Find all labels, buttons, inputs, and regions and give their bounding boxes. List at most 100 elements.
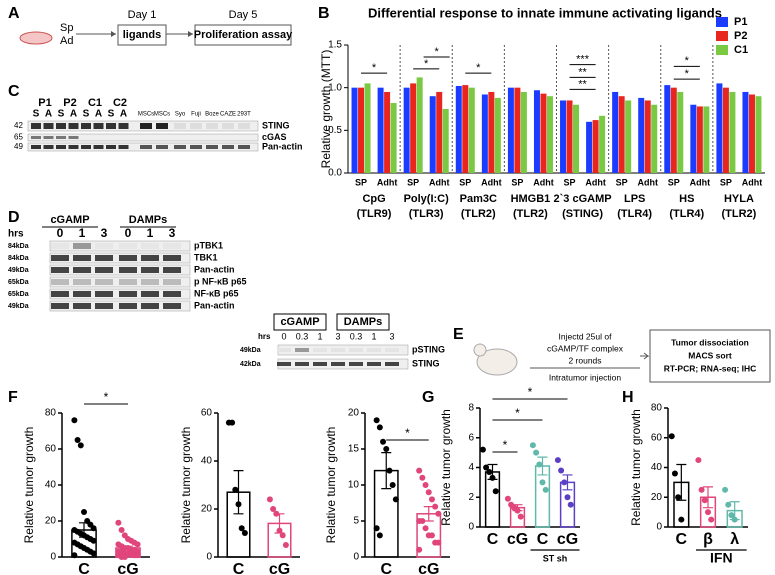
- y-tick-label: 40: [201, 456, 213, 467]
- lane-label: Syo: [175, 112, 186, 118]
- x-tick-label: β: [703, 531, 713, 548]
- significance-label: *: [372, 62, 377, 74]
- panel-letter: C: [8, 83, 20, 100]
- x-tick-label: cG: [557, 531, 578, 548]
- step-box: [194, 24, 292, 46]
- blot-band: [95, 303, 113, 309]
- data-point: [731, 516, 738, 523]
- protein-label: Pan-actin: [194, 300, 235, 310]
- blot-band: [106, 123, 116, 129]
- bar: [429, 96, 436, 173]
- kda-label: 49kDa: [8, 303, 29, 310]
- bar: [403, 87, 410, 173]
- y-tick-label: 20: [651, 492, 663, 503]
- data-point: [279, 532, 286, 539]
- bar: [384, 91, 391, 173]
- blot-band: [68, 123, 79, 129]
- group-label: (TLR2): [461, 208, 496, 220]
- protocol-text: Intratumor injection: [549, 372, 622, 382]
- x-tick-label: Adht: [690, 177, 711, 187]
- mouse-head: [473, 343, 487, 357]
- y-axis-label: Relative tumor growth: [324, 427, 338, 544]
- data-point: [668, 433, 675, 440]
- bar: [468, 87, 475, 173]
- bar: [586, 121, 593, 173]
- lane-label: S: [83, 109, 90, 120]
- group-label: (TLR9): [357, 208, 392, 220]
- lane-label: A: [70, 109, 77, 120]
- significance-label: *: [515, 406, 520, 420]
- data-point: [529, 442, 536, 449]
- data-point: [373, 525, 380, 532]
- lane-label: Boze: [205, 112, 219, 118]
- y-tick-label: 0.5: [328, 125, 342, 136]
- error-bar: [562, 474, 573, 491]
- arrow: [640, 352, 650, 360]
- data-point: [483, 464, 490, 471]
- kda-label: 49kDa: [8, 267, 29, 274]
- data-point: [564, 494, 571, 501]
- data-point: [229, 419, 236, 426]
- protocol-text: cGAMP/TF complex: [547, 343, 624, 353]
- data-point: [134, 552, 141, 559]
- group-label: ST sh: [543, 553, 568, 563]
- data-point: [276, 527, 283, 534]
- blot-band: [31, 136, 41, 139]
- significance-label: *: [104, 390, 109, 404]
- group-label: Poly(I:C): [404, 193, 450, 205]
- lane-label: A: [120, 109, 127, 120]
- time-label: 3: [335, 331, 340, 341]
- protein-label: NF-κB p65: [194, 288, 239, 298]
- time-label: 1: [147, 226, 154, 240]
- blot-row: [27, 133, 259, 142]
- blot-band: [206, 123, 218, 129]
- bar: [625, 100, 632, 173]
- x-tick-label: SP: [616, 177, 628, 187]
- data-point: [432, 503, 439, 510]
- x-tick-label: λ: [730, 531, 739, 548]
- blot-band: [140, 145, 152, 149]
- x-tick-label: C: [487, 531, 499, 548]
- bar: [494, 97, 501, 173]
- group-box: [273, 313, 327, 331]
- protein-label: pSTING: [412, 344, 445, 354]
- data-point: [238, 525, 245, 532]
- blot-band: [31, 123, 41, 129]
- blot-band: [119, 243, 137, 249]
- blot-band: [93, 145, 104, 149]
- bar: [755, 96, 762, 173]
- blot-band: [174, 123, 186, 129]
- data-point: [554, 457, 561, 464]
- x-tick-label: Adht: [377, 177, 398, 187]
- x-tick-label: Adht: [533, 177, 554, 187]
- mouse: [476, 348, 518, 376]
- y-axis-label: Relative tumor growth: [629, 409, 643, 526]
- blot-band: [295, 362, 309, 366]
- blot-band: [277, 348, 291, 352]
- blot-band: [119, 291, 137, 297]
- data-point: [492, 488, 499, 495]
- bar: [520, 91, 527, 173]
- blot-band: [349, 348, 363, 352]
- data-point: [517, 513, 524, 520]
- arrow-head: [188, 31, 193, 37]
- protein-label: p NF-κB p65: [194, 276, 247, 286]
- blot-band: [31, 145, 41, 149]
- blot-band: [222, 123, 234, 129]
- x-tick-label: SP: [668, 177, 680, 187]
- blot-band: [73, 255, 91, 261]
- group-label: LPS: [624, 193, 645, 205]
- significance-label: *: [528, 385, 533, 399]
- data-point: [81, 509, 87, 515]
- group-label: (TLR4): [617, 208, 652, 220]
- step-box: [649, 329, 771, 383]
- data-point: [675, 494, 682, 501]
- data-point: [701, 497, 708, 504]
- bar: [566, 100, 573, 173]
- step-box: [117, 24, 167, 46]
- data-point: [389, 482, 396, 488]
- group-label: HMGB1: [511, 193, 551, 205]
- bar: [729, 91, 736, 173]
- lane-group: P1: [38, 97, 51, 109]
- protein-label: STING: [412, 358, 440, 368]
